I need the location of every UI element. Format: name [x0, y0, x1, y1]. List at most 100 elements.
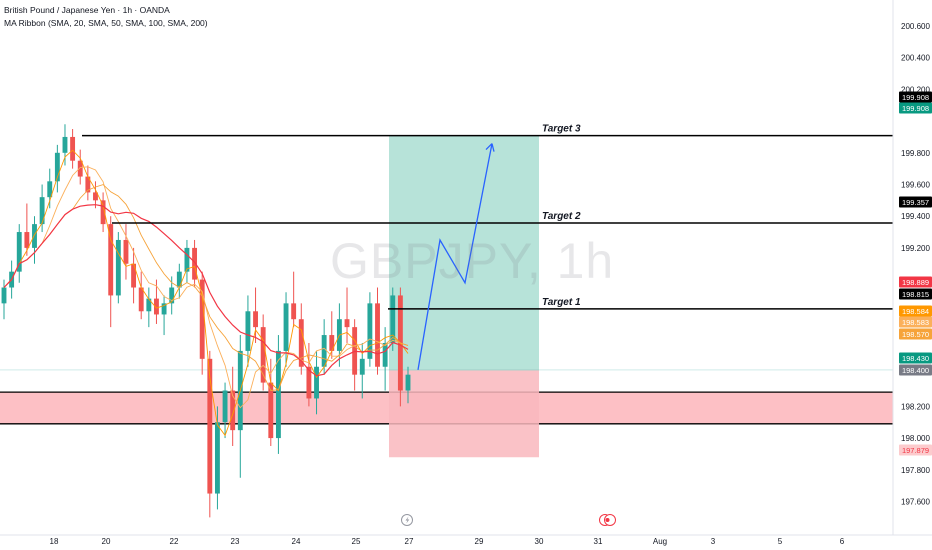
candle-body [260, 327, 266, 383]
time-tick-label: 25 [352, 537, 361, 546]
candle-body [375, 303, 380, 367]
price-tick-label: 197.600 [901, 497, 930, 506]
time-tick-label: 31 [594, 537, 603, 546]
candle-body [367, 303, 373, 359]
candle-body [77, 160, 83, 177]
ma-line-4 [3, 204, 409, 377]
price-tag-label: 198.570 [902, 330, 929, 339]
price-tick-label: 199.400 [901, 212, 930, 221]
price-tag-label: 199.908 [902, 93, 929, 102]
price-tag-label: 198.889 [902, 278, 929, 287]
candle-body [275, 350, 281, 439]
candle-body [115, 239, 121, 296]
time-tick-label: 22 [170, 537, 179, 546]
price-tick-label: 199.200 [901, 244, 930, 253]
price-tag [899, 196, 932, 208]
candle-body [100, 200, 106, 225]
price-tag-label: 198.583 [902, 318, 929, 327]
projection-arrowhead [485, 143, 495, 152]
price-tag [899, 91, 932, 103]
candle-body [214, 422, 220, 494]
candle-body [184, 247, 190, 272]
candle-body [291, 303, 297, 320]
price-tag [899, 364, 932, 376]
price-tag-label: 197.879 [902, 446, 929, 455]
candle-body [222, 390, 228, 423]
time-tick-label: 29 [475, 537, 484, 546]
price-axis[interactable]: 200.600 200.400 200.200 199.800 199.600 199.4… [892, 0, 930, 535]
indicator-label: MA Ribbon (SMA, 20, SMA, 50, SMA, 100, S… [4, 18, 208, 28]
time-tick-label: 23 [231, 537, 240, 546]
price-tag-label: 199.908 [902, 104, 929, 113]
price-tag [899, 102, 932, 114]
profit-zone [389, 135, 539, 370]
candle-body [108, 224, 114, 296]
candle-body [1, 287, 7, 304]
candle-body [161, 303, 167, 315]
zones-layer [0, 135, 893, 458]
price-tag [899, 276, 932, 288]
time-tick-label: 18 [50, 537, 59, 546]
symbol-title: British Pound / Japanese Yen · 1h · OAND… [4, 5, 170, 15]
candle-body [154, 298, 159, 315]
candle-body [47, 181, 53, 198]
time-axis[interactable]: 18 20 22 23 24 25 27 29 30 31 Aug 3 5 6 [0, 534, 932, 546]
candle-body [298, 319, 304, 367]
candle-body [62, 136, 68, 153]
candle-body [70, 136, 76, 161]
price-tag [899, 316, 932, 328]
candle-body [24, 232, 30, 248]
price-tag-label: 198.584 [902, 307, 929, 316]
time-tick-label: 27 [405, 537, 414, 546]
projection-layer [417, 143, 495, 371]
candle-body [390, 295, 396, 343]
time-tick-label: 6 [840, 537, 845, 546]
price-tick-label: 197.800 [901, 466, 930, 475]
candle-body [123, 239, 129, 264]
candle-body [344, 319, 350, 328]
time-tick-label: 30 [535, 537, 544, 546]
candle-body [329, 335, 335, 351]
candle-body [131, 263, 137, 288]
price-tags-layer: 199.908 199.908 199.357 198.889 198.815 198.5… [899, 91, 932, 456]
candle-body [146, 298, 152, 312]
price-tag [899, 352, 932, 364]
candle-body [382, 342, 388, 367]
time-tick-label: 5 [778, 537, 783, 546]
candle-body [192, 247, 198, 280]
candle-body [306, 366, 312, 399]
price-tag [899, 328, 932, 340]
candle-body [207, 358, 213, 494]
price-tick-label: 200.200 [901, 85, 930, 94]
lightning-bolt [405, 516, 410, 524]
candle-body [230, 390, 236, 431]
candle-body [321, 335, 327, 367]
candle-body [169, 287, 175, 304]
candle-body [268, 382, 274, 439]
candle-body [405, 374, 411, 391]
moving-average-layer [3, 149, 409, 437]
candle-body [314, 366, 319, 399]
price-tick-label: 199.600 [901, 180, 930, 189]
time-tick-label: 20 [102, 537, 111, 546]
economic-event-icon-2 [604, 514, 616, 526]
candle-body [283, 303, 289, 351]
price-tick-label: 200.600 [901, 22, 930, 31]
candle-body [359, 358, 365, 375]
price-tag [899, 305, 932, 317]
time-tick-label: Aug [653, 537, 667, 546]
event-icons-layer [401, 514, 616, 526]
price-tag-label: 198.400 [902, 366, 929, 375]
price-tick-label: 199.800 [901, 149, 930, 158]
loss-zone [389, 369, 539, 458]
candles-layer [1, 124, 411, 518]
projection-path [417, 143, 493, 371]
time-tick-label: 24 [292, 537, 301, 546]
candle-body [32, 224, 37, 248]
candle-body [16, 232, 22, 272]
candle-body [138, 287, 144, 312]
target-label-1: Target 1 [542, 297, 581, 308]
price-tag [899, 444, 932, 456]
candle-body [176, 271, 182, 288]
